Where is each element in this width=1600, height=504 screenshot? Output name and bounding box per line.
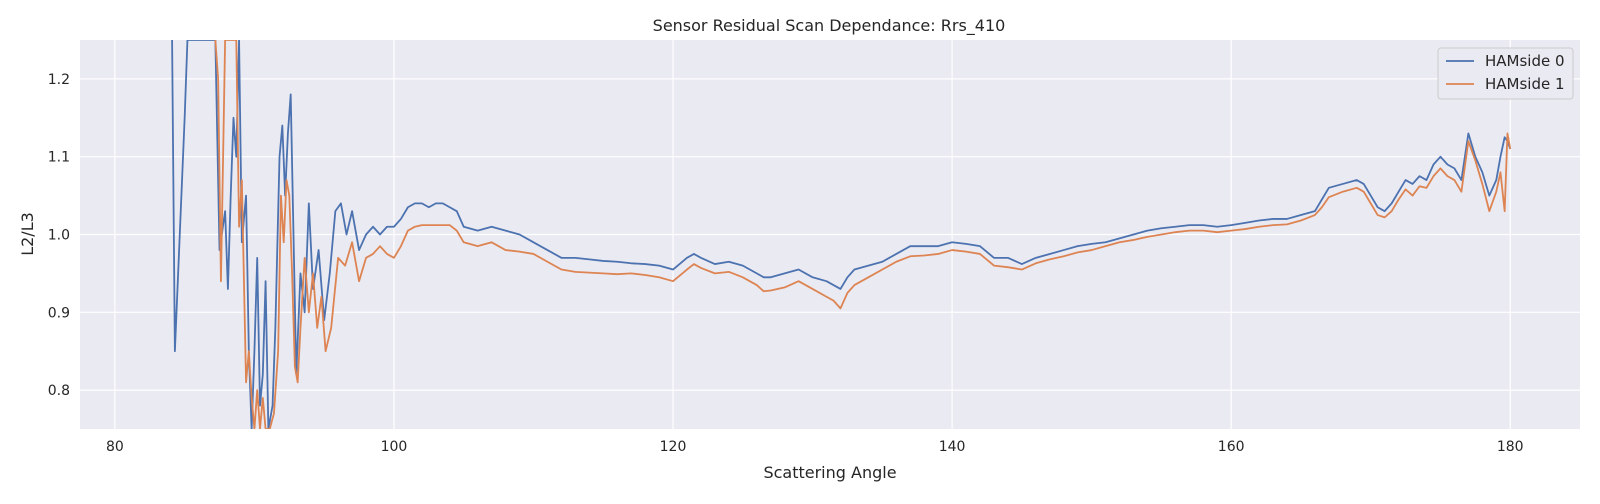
y-tick-label: 1.1: [48, 150, 70, 166]
y-axis-label: L2/L3: [18, 212, 37, 256]
series-line-hamside-1: [214, 40, 1512, 429]
x-tick-label: 100: [381, 439, 408, 455]
x-tick-label: 160: [1218, 439, 1245, 455]
series-lines: [171, 40, 1512, 429]
x-tick-label: 80: [106, 439, 124, 455]
chart-title: Sensor Residual Scan Dependance: Rrs_410: [653, 16, 1006, 36]
grid: [80, 40, 1580, 429]
x-tick-label: 180: [1497, 439, 1524, 455]
x-axis-label: Scattering Angle: [763, 463, 896, 482]
legend-label-hamside-1: HAMside 1: [1485, 75, 1565, 93]
x-tick-label: 140: [939, 439, 966, 455]
y-tick-label: 1.2: [48, 72, 70, 88]
legend-label-hamside-0: HAMside 0: [1485, 52, 1565, 70]
series-line-hamside-0: [171, 40, 1512, 429]
y-tick-label: 1.0: [48, 228, 70, 244]
y-tick-label: 0.8: [48, 383, 70, 399]
y-axis-ticks: 0.8 0.9 1.0 1.1 1.2: [48, 72, 70, 399]
x-axis-ticks: 80 100 120 140 160 180: [106, 439, 1524, 455]
legend: HAMside 0 HAMside 1: [1437, 47, 1574, 100]
y-tick-label: 0.9: [48, 305, 70, 321]
x-tick-label: 120: [660, 439, 687, 455]
